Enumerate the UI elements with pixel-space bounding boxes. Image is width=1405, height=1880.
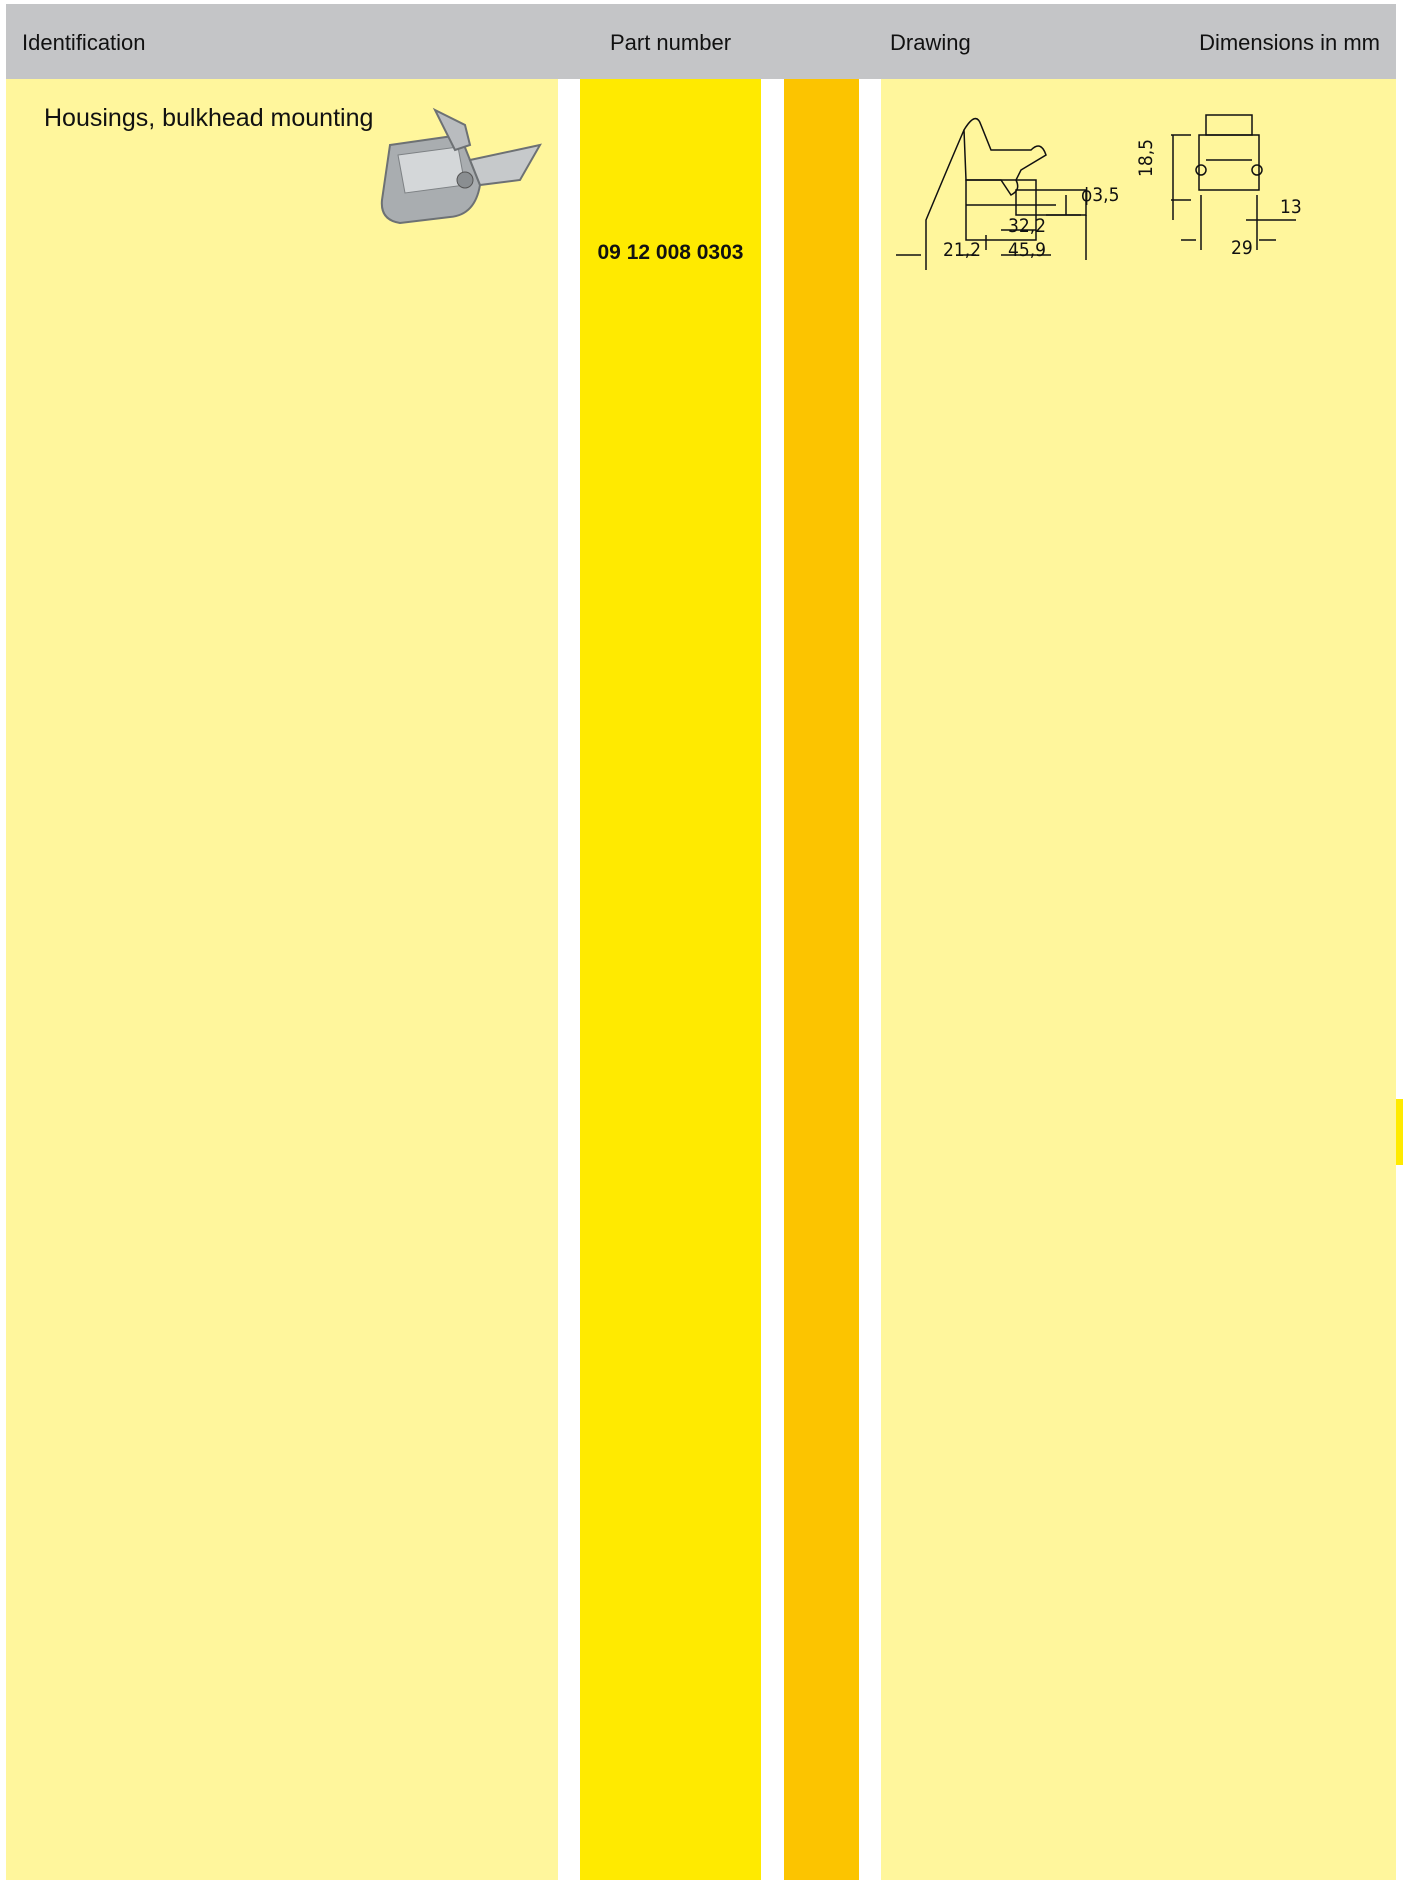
part-number-column (580, 79, 761, 1880)
identification-column (6, 79, 558, 1880)
column-header: Dimensions in mm (1199, 30, 1380, 55)
dimension-label: 45,9 (1008, 239, 1046, 261)
dimension-label: 29 (1231, 237, 1253, 259)
marker-column (784, 79, 859, 1880)
part-number: 09 12 008 0303 (597, 241, 744, 264)
product-image (380, 107, 542, 225)
column-header: Identification (22, 30, 146, 55)
dimension-label: 32,2 (1008, 215, 1046, 237)
dimension-label: 13,4 (1280, 196, 1301, 218)
identification: Housings, bulkhead mounting (44, 104, 374, 132)
column-header: Drawing (890, 30, 971, 55)
dimension-label: 21,2 (943, 239, 981, 261)
column-header: Part number (609, 30, 732, 55)
dimension-label: 18,5 (1135, 139, 1157, 177)
drawing-column (881, 79, 1396, 1880)
page-tab (1396, 1099, 1403, 1165)
dimension-label: ϕ3,5 (1081, 184, 1119, 206)
header-bar (6, 4, 1396, 79)
dimension-drawing: ϕ3,5 32,2 21,2 45,9 18,5 13,4 29 (896, 114, 1301, 270)
